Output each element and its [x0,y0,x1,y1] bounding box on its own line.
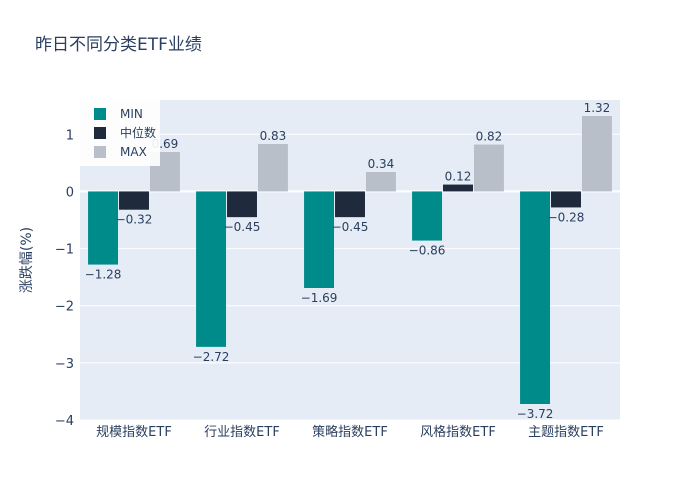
bar[interactable] [473,144,504,192]
x-tick-label: 主题指数ETF [528,425,604,440]
data-label: −0.86 [409,244,446,258]
bar[interactable] [119,191,149,210]
legend-swatch [94,146,106,158]
data-label: 0.83 [260,129,287,143]
bar[interactable] [412,191,443,241]
y-axis-ticks: −4 −3 −2 −1 0 1 [55,128,74,429]
x-tick-label: 策略指数ETF [312,424,388,440]
chart-title: 昨日不同分类ETF业绩 [35,35,202,55]
bar[interactable] [365,172,396,192]
data-label: −0.45 [224,220,261,234]
legend-swatch [94,108,106,120]
data-labels: −1.28−0.320.69−2.72−0.450.83−1.69−0.450.… [85,101,611,421]
x-tick-label: 规模指数ETF [96,425,172,440]
y-tick-label: −1 [55,243,74,258]
bar[interactable] [443,184,473,192]
data-label: −0.45 [332,220,369,234]
legend-item[interactable]: MAX [94,145,147,159]
legend-swatch [94,127,106,139]
bar[interactable] [335,191,365,218]
bar[interactable] [304,191,335,288]
legend-label: MAX [120,145,147,159]
y-tick-label: 1 [66,128,74,143]
x-axis-ticks: 规模指数ETF 行业指数ETF 策略指数ETF 风格指数ETF 主题指数ETF [96,424,604,440]
legend-label: MIN [120,107,143,121]
data-label: −2.72 [193,350,230,364]
data-label: 1.32 [584,101,611,115]
bar[interactable] [196,191,227,347]
data-label: 0.82 [476,130,503,144]
y-tick-label: −4 [55,414,74,429]
x-tick-label: 行业指数ETF [204,425,280,440]
x-tick-label: 风格指数ETF [420,424,496,440]
data-label: −1.28 [85,268,122,282]
legend-item[interactable]: MIN [94,107,143,121]
y-tick-label: −3 [55,357,74,372]
bar[interactable] [88,191,119,265]
bar[interactable] [581,116,612,192]
bar[interactable] [227,191,257,218]
data-label: −0.28 [548,210,585,224]
bars [88,116,612,404]
y-tick-label: 0 [66,185,74,200]
y-axis-title: 涨跌幅(%) [19,227,35,293]
data-label: −3.72 [517,407,554,421]
data-label: −0.32 [116,213,153,227]
bar[interactable] [257,144,288,192]
y-tick-label: −2 [55,300,74,315]
legend-item[interactable]: 中位数 [94,125,156,140]
legend[interactable]: MIN 中位数 MAX [80,100,160,166]
data-label: 0.12 [445,170,472,184]
data-label: 0.34 [368,157,395,171]
bar[interactable] [551,191,581,208]
bar[interactable] [520,191,551,404]
legend-box [80,100,160,166]
legend-label: 中位数 [120,125,156,140]
data-label: −1.69 [301,291,338,305]
